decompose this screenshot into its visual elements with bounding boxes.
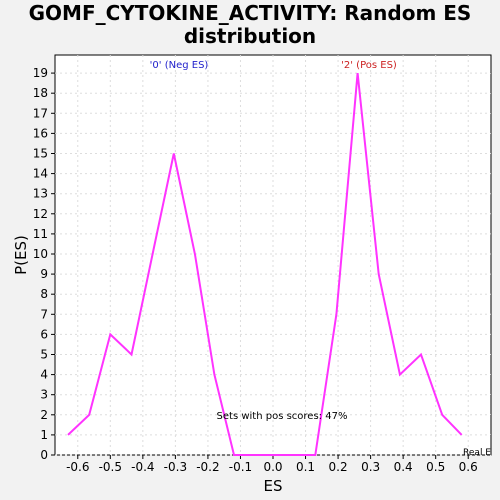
y-tick-label: 2 (40, 408, 48, 422)
y-tick-label: 4 (40, 368, 48, 382)
neg-es-label: '0' (Neg ES) (150, 60, 209, 71)
chart-title: GOMF_CYTOKINE_ACTIVITY: Random ES distri… (0, 2, 500, 48)
x-tick-label: 0.0 (263, 460, 282, 474)
y-tick-label: 5 (40, 347, 48, 361)
x-tick-label: 0.5 (426, 460, 445, 474)
y-tick-label: 17 (33, 106, 48, 120)
y-tick-label: 3 (40, 388, 48, 402)
x-tick-label: -0.2 (196, 460, 219, 474)
x-axis-title: ES (264, 477, 283, 495)
chart-title-line-1: GOMF_CYTOKINE_ACTIVITY: Random ES (28, 1, 472, 25)
grid (55, 55, 491, 456)
y-tick-label: 15 (33, 146, 48, 160)
y-tick-label: 14 (33, 167, 48, 181)
x-tick-label: -0.3 (164, 460, 187, 474)
x-tick-label: 0.2 (329, 460, 348, 474)
chart-title-line-2: distribution (183, 24, 317, 48)
y-tick-label: 9 (40, 267, 48, 281)
x-axis-ticks: -0.6 -0.5 -0.4 -0.3 -0.2 -0.1 0.0 0.1 0.2 0.3 0.4 0… (66, 455, 478, 474)
real-es-label: Real E (463, 448, 491, 458)
y-tick-label: 10 (33, 247, 48, 261)
y-tick-label: 16 (33, 126, 48, 140)
series-line (67, 72, 463, 456)
y-tick-label: 18 (33, 86, 48, 100)
x-tick-label: 0.3 (361, 460, 380, 474)
y-tick-label: 6 (40, 327, 48, 341)
y-tick-label: 19 (33, 66, 48, 80)
y-tick-label: 11 (33, 227, 48, 241)
x-tick-label: 0.1 (296, 460, 315, 474)
x-tick-label: -0.6 (66, 460, 89, 474)
y-tick-label: 13 (33, 187, 48, 201)
x-tick-label: -0.1 (229, 460, 252, 474)
y-tick-label: 8 (40, 287, 48, 301)
y-tick-label: 7 (40, 307, 48, 321)
y-tick-label: 12 (33, 207, 48, 221)
x-tick-label: 0.6 (459, 460, 478, 474)
pos-scores-annotation: Sets with pos scores: 47% (217, 411, 348, 422)
x-tick-label: 0.4 (394, 460, 413, 474)
x-tick-label: -0.5 (99, 460, 122, 474)
x-tick-label: -0.4 (131, 460, 154, 474)
y-tick-label: 0 (40, 448, 48, 462)
y-tick-label: 1 (40, 428, 48, 442)
pos-es-label: '2' (Pos ES) (341, 60, 397, 71)
y-axis-title: P(ES) (12, 235, 30, 275)
